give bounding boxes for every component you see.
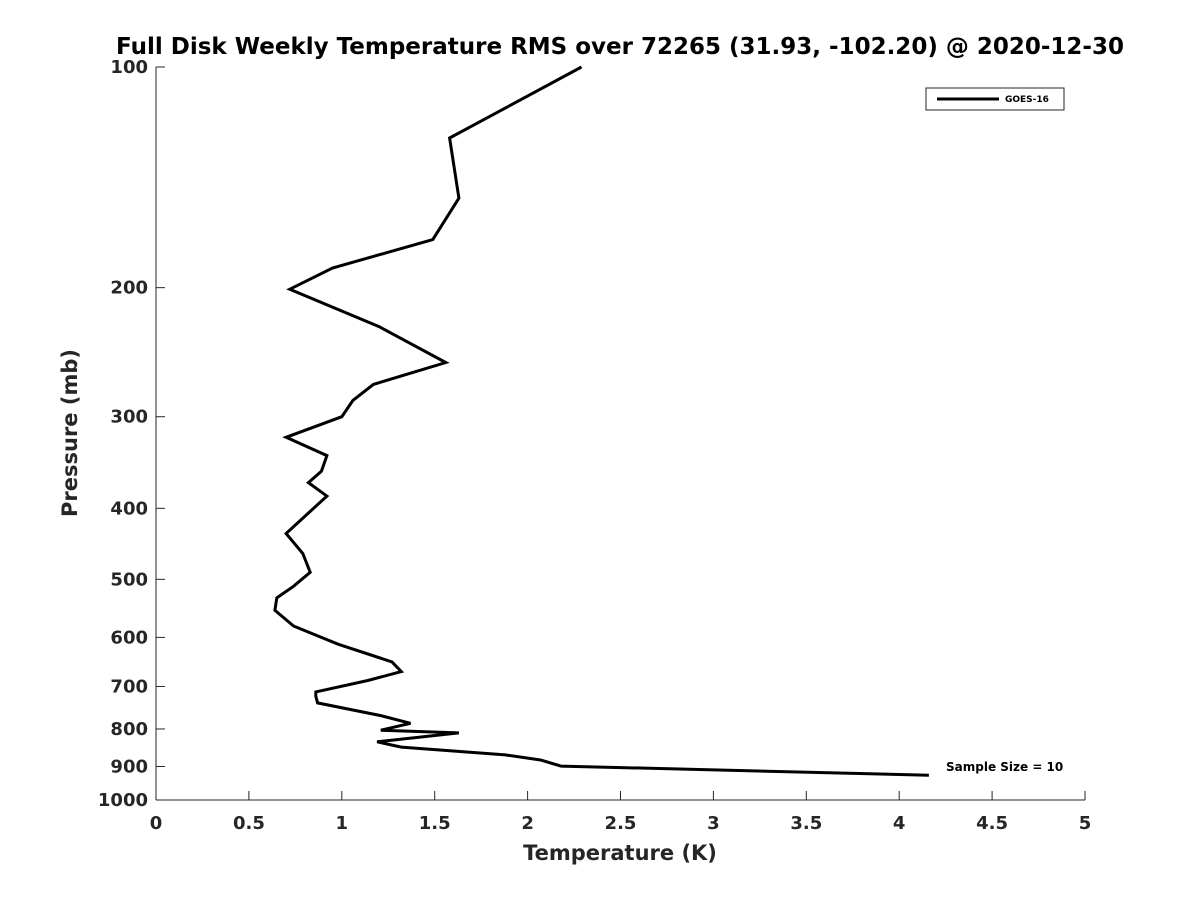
x-tick-label: 4 bbox=[893, 813, 906, 834]
x-tick-label: 0 bbox=[150, 813, 163, 834]
y-tick-label: 900 bbox=[110, 756, 148, 777]
x-tick-label: 5 bbox=[1079, 813, 1092, 834]
y-tick-label: 400 bbox=[110, 498, 148, 519]
x-tick-label: 1 bbox=[336, 813, 349, 834]
x-tick-label: 1.5 bbox=[419, 813, 451, 834]
chart-title: Full Disk Weekly Temperature RMS over 72… bbox=[116, 34, 1124, 60]
y-tick-label: 700 bbox=[110, 676, 148, 697]
x-tick-label: 3.5 bbox=[790, 813, 822, 834]
y-tick-label: 500 bbox=[110, 569, 148, 590]
x-tick-label: 0.5 bbox=[233, 813, 265, 834]
series-line-goes-16 bbox=[275, 67, 929, 775]
legend-label-goes-16: GOES-16 bbox=[1005, 95, 1049, 105]
y-tick-label: 1000 bbox=[98, 790, 148, 811]
plot-area: 0 0.5 1 1.5 2 2.5 3 3.5 4 4.5 5 100 200 300 400 500 600… bbox=[98, 57, 1091, 834]
x-ticks: 0 0.5 1 1.5 2 2.5 3 3.5 4 4.5 5 bbox=[150, 791, 1092, 834]
y-tick-label: 800 bbox=[110, 719, 148, 740]
sample-size-annotation: Sample Size = 10 bbox=[946, 760, 1063, 774]
y-axis-label: Pressure (mb) bbox=[58, 349, 82, 517]
x-tick-label: 2 bbox=[521, 813, 534, 834]
y-ticks: 100 200 300 400 500 600 700 800 900 1000 bbox=[98, 57, 165, 811]
x-axis-label: Temperature (K) bbox=[523, 841, 717, 865]
legend: GOES-16 bbox=[926, 88, 1064, 110]
y-tick-label: 300 bbox=[110, 407, 148, 428]
y-tick-label: 100 bbox=[110, 57, 148, 78]
y-tick-label: 200 bbox=[110, 278, 148, 299]
x-tick-label: 3 bbox=[707, 813, 720, 834]
y-tick-label: 600 bbox=[110, 627, 148, 648]
x-tick-label: 2.5 bbox=[605, 813, 637, 834]
series-layer bbox=[275, 67, 929, 775]
x-tick-label: 4.5 bbox=[976, 813, 1008, 834]
